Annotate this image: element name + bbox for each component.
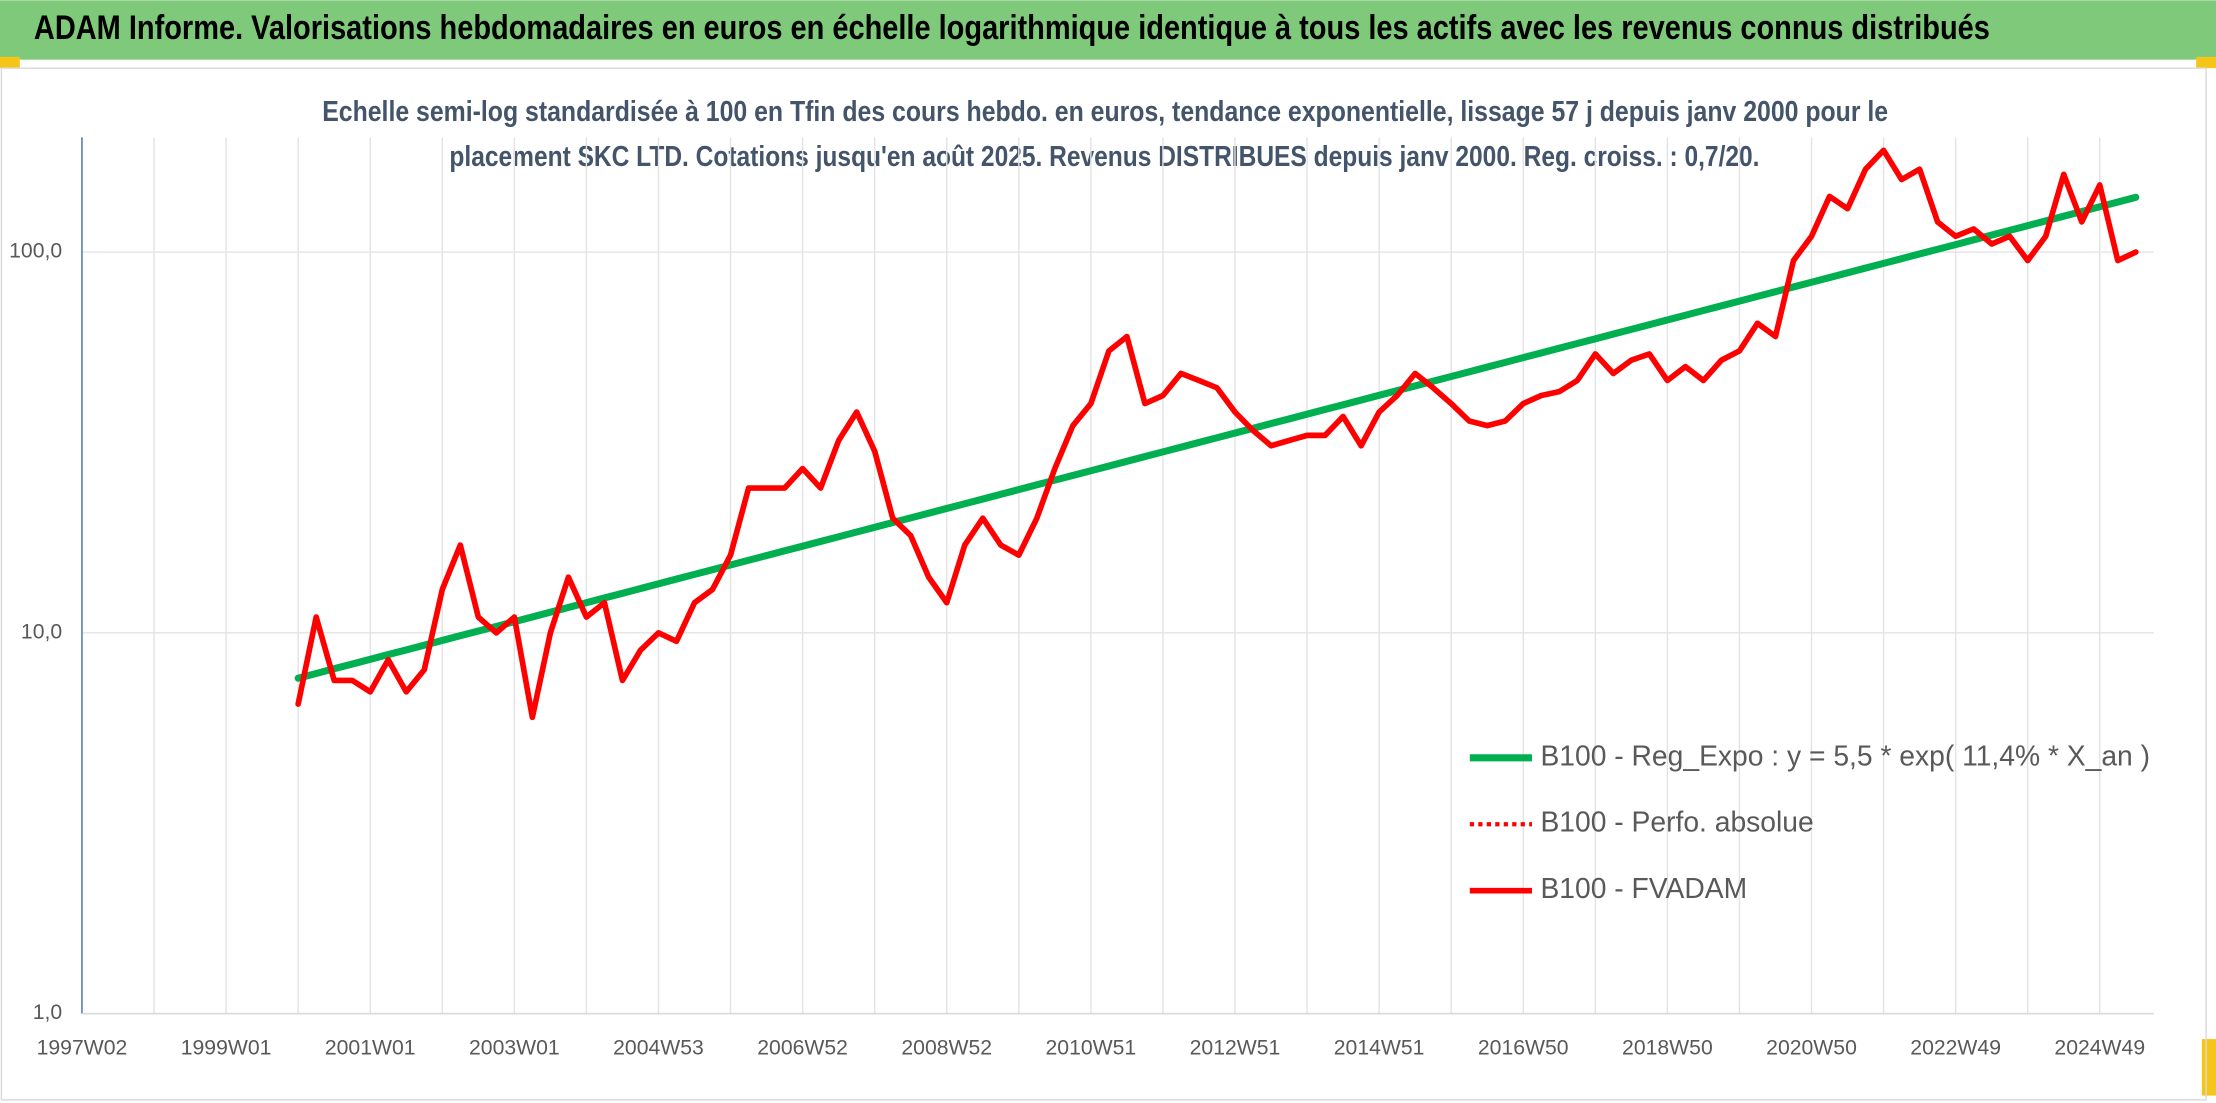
y-tick-label: 1,0 <box>33 1001 62 1024</box>
legend-label: B100 - Perfo. absolue <box>1540 806 1813 838</box>
legend-label: B100 - FVADAM <box>1540 872 1747 904</box>
chart-title: ADAM Informe. Valorisations hebdomadaire… <box>34 9 1990 47</box>
x-tick-label: 2014W51 <box>1334 1037 1425 1060</box>
legend: B100 - Reg_Expo : y = 5,5 * exp( 11,4% *… <box>1469 739 2150 904</box>
title-banner <box>0 0 2216 60</box>
chart-subtitle: placement SKC LTD. Cotations jusqu'en ao… <box>449 140 1759 172</box>
x-tick-label: 2016W50 <box>1478 1037 1569 1060</box>
x-tick-label: 1999W01 <box>181 1037 272 1060</box>
corner-mark <box>0 56 20 69</box>
corner-mark <box>2201 1039 2216 1096</box>
x-tick-label: 2022W49 <box>1910 1037 2001 1060</box>
plot-area <box>294 147 2140 721</box>
x-tick-label: 2012W51 <box>1190 1037 1281 1060</box>
chart-subtitle: Echelle semi-log standardisée à 100 en T… <box>322 95 1888 127</box>
x-tick-label: 2010W51 <box>1046 1037 1137 1060</box>
x-tick-label: 1997W02 <box>37 1037 128 1060</box>
corner-mark <box>2196 56 2216 69</box>
series-line <box>294 193 2140 682</box>
x-tick-label: 2018W50 <box>1622 1037 1713 1060</box>
series-line <box>295 147 2139 721</box>
x-tick-label: 2004W53 <box>613 1037 704 1060</box>
x-tick-label: 2024W49 <box>2054 1037 2145 1060</box>
x-tick-label: 2020W50 <box>1766 1037 1857 1060</box>
y-tick-label: 10,0 <box>21 620 62 643</box>
x-tick-label: 2006W52 <box>757 1037 848 1060</box>
x-tick-label: 2008W52 <box>901 1037 992 1060</box>
legend-label: B100 - Reg_Expo : y = 5,5 * exp( 11,4% *… <box>1540 739 2150 771</box>
x-tick-label: 2003W01 <box>469 1037 560 1060</box>
grid: 1997W02 1999W01 2001W01 2003W01 2004W53 2006W… <box>9 137 2154 1060</box>
x-tick-label: 2001W01 <box>325 1037 416 1060</box>
chart-frame <box>0 67 2207 1101</box>
y-tick-label: 100,0 <box>9 240 62 263</box>
